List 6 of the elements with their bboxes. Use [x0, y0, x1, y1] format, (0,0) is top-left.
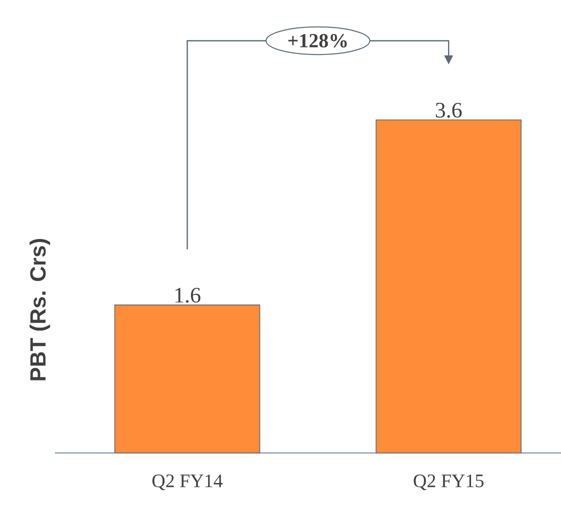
x-tick-label: Q2 FY14 — [152, 474, 223, 490]
data-label: 3.6 — [436, 102, 462, 118]
text: +128% — [288, 34, 347, 48]
data-label: 1.6 — [175, 288, 200, 303]
x-tick-label: Q2 FY15 — [414, 474, 484, 490]
y-axis-title: PBT (Rs. Crs) — [30, 239, 50, 380]
